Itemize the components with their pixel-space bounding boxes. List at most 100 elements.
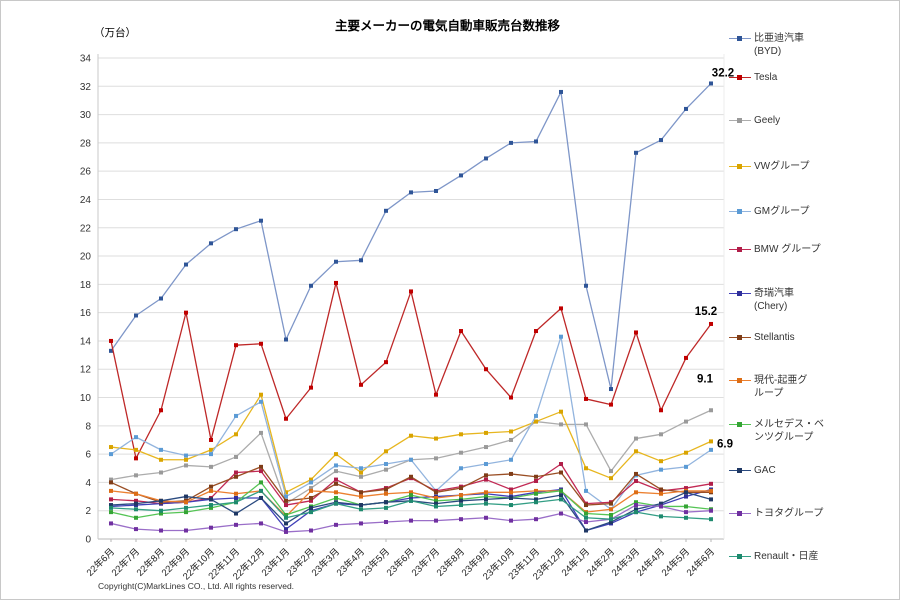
data-point-marker — [709, 81, 713, 86]
data-point-marker — [709, 321, 713, 326]
data-point-marker — [184, 262, 188, 267]
y-tick-label: 14 — [80, 336, 92, 347]
data-point-marker — [534, 500, 538, 505]
data-point-marker — [384, 505, 388, 510]
data-point-marker — [584, 515, 588, 520]
data-point-marker — [184, 510, 188, 515]
y-tick-label: 20 — [80, 252, 92, 263]
data-point-marker — [484, 156, 488, 161]
legend-item: 現代-起亜グ ループ — [729, 375, 807, 400]
data-point-marker — [159, 511, 163, 516]
data-point-marker — [484, 477, 488, 482]
data-point-marker — [359, 258, 363, 263]
data-point-marker — [634, 471, 638, 476]
data-point-marker — [684, 106, 688, 111]
data-point-marker — [134, 313, 138, 318]
data-point-marker — [234, 454, 238, 459]
data-point-marker — [109, 510, 113, 515]
data-point-marker — [509, 437, 513, 442]
data-point-marker — [609, 402, 613, 407]
series-4 — [109, 392, 713, 495]
data-point-marker — [359, 382, 363, 387]
y-tick-label: 4 — [85, 478, 91, 489]
data-point-marker — [559, 422, 563, 427]
legend-label: 奇瑞汽車 (Chery) — [754, 288, 794, 312]
data-point-marker — [434, 504, 438, 509]
data-point-marker — [184, 500, 188, 505]
data-point-marker — [659, 467, 663, 472]
data-point-marker — [609, 517, 613, 522]
data-point-marker — [284, 490, 288, 495]
data-point-marker — [684, 486, 688, 491]
data-point-marker — [559, 511, 563, 516]
data-point-marker — [684, 450, 688, 455]
legend-item: Tesla — [729, 72, 777, 85]
data-point-marker — [584, 466, 588, 471]
data-point-marker — [134, 527, 138, 532]
series-1 — [109, 81, 713, 392]
data-point-marker — [259, 488, 263, 493]
legend-marker-icon — [729, 375, 751, 387]
data-point-marker — [359, 494, 363, 499]
data-point-marker — [334, 495, 338, 500]
data-point-marker — [534, 419, 538, 424]
legend-label: GMグループ — [754, 206, 810, 217]
data-point-marker — [434, 456, 438, 461]
data-point-marker — [159, 508, 163, 513]
data-point-marker — [584, 488, 588, 493]
data-point-marker — [259, 218, 263, 223]
data-point-marker — [609, 469, 613, 474]
data-point-marker — [334, 522, 338, 527]
data-point-marker — [109, 338, 113, 343]
data-point-marker — [384, 467, 388, 472]
series-2 — [109, 280, 713, 461]
data-point-marker — [259, 341, 263, 346]
y-tick-label: 24 — [80, 195, 92, 206]
data-point-marker — [709, 497, 713, 502]
data-point-marker — [209, 452, 213, 457]
data-point-marker — [159, 447, 163, 452]
data-point-marker — [534, 478, 538, 483]
data-point-marker — [709, 488, 713, 493]
legend-marker-icon — [729, 161, 751, 173]
data-point-marker — [634, 510, 638, 515]
legend-item: VWグループ — [729, 161, 810, 174]
data-point-marker — [109, 503, 113, 508]
data-point-marker — [209, 525, 213, 530]
data-point-marker — [384, 462, 388, 467]
data-point-marker — [709, 481, 713, 486]
data-point-marker — [509, 487, 513, 492]
data-point-marker — [359, 503, 363, 508]
data-point-marker — [284, 337, 288, 342]
legend-label: Renault・日産 — [754, 551, 819, 562]
legend-item: Stellantis — [729, 332, 795, 345]
legend-item: Geely — [729, 115, 780, 128]
data-point-marker — [284, 498, 288, 503]
data-point-marker — [184, 463, 188, 468]
data-point-marker — [634, 507, 638, 512]
y-tick-label: 2 — [85, 506, 91, 517]
legend-marker-icon — [729, 244, 751, 256]
data-point-marker — [234, 474, 238, 479]
data-point-marker — [559, 462, 563, 467]
data-point-marker — [459, 173, 463, 178]
data-point-marker — [259, 464, 263, 469]
data-point-marker — [184, 494, 188, 499]
data-point-marker — [709, 447, 713, 452]
data-point-marker — [484, 473, 488, 478]
data-point-marker — [484, 490, 488, 495]
data-point-marker — [434, 501, 438, 506]
legend-label: メルセデス・ベ ンツグループ — [754, 419, 824, 443]
data-point-marker — [184, 457, 188, 462]
series-line — [110, 83, 712, 390]
data-point-marker — [559, 497, 563, 502]
data-point-marker — [509, 490, 513, 495]
data-point-marker — [309, 495, 313, 500]
data-point-marker — [334, 490, 338, 495]
data-point-marker — [484, 367, 488, 372]
legend-item: 比亜迪汽車 (BYD) — [729, 33, 804, 58]
data-point-marker — [509, 495, 513, 500]
data-point-marker — [684, 510, 688, 515]
legend-marker-icon — [729, 508, 751, 520]
